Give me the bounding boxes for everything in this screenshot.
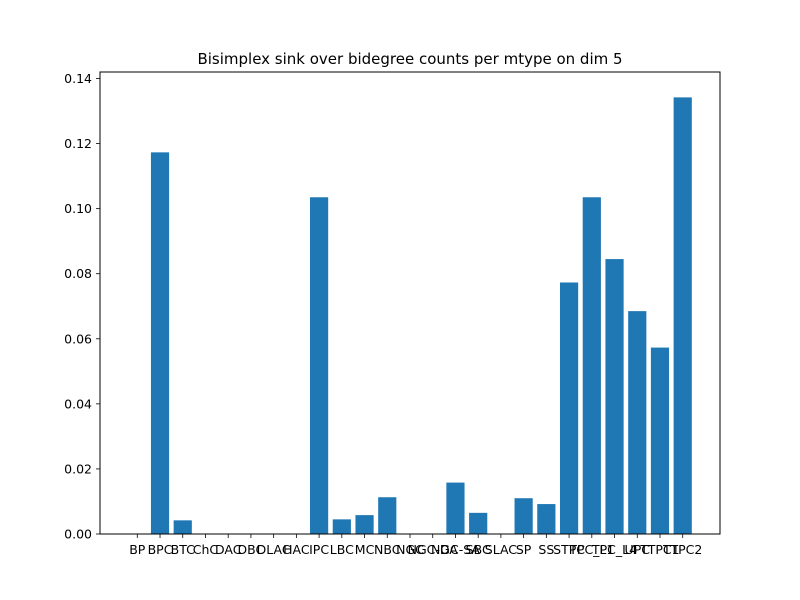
- y-tick-label: 0.00: [64, 527, 92, 542]
- y-tick-label: 0.08: [64, 266, 92, 281]
- x-tick-label-tpc_l1: TPC_L1: [568, 542, 614, 557]
- chart-title: Bisimplex sink over bidegree counts per …: [197, 50, 622, 68]
- bar-ttpc2: [673, 97, 692, 534]
- x-tick-label-mc: MC: [355, 542, 375, 557]
- x-tick-label-sp: SP: [516, 542, 532, 557]
- x-tick-label-ngc-sa: NGC-SA: [431, 542, 480, 557]
- bar-upc: [628, 311, 647, 534]
- bar-sbc: [469, 512, 488, 534]
- bar-tpc_l4: [605, 259, 624, 534]
- bar-ngc-sa: [446, 482, 465, 534]
- x-tick-label-hac: HAC: [283, 542, 310, 557]
- bar-tpc_l1: [582, 197, 601, 534]
- x-tick-label-ttpc2: TTPC2: [662, 542, 702, 557]
- x-tick-label-ttpc1: TTPC1: [639, 542, 679, 557]
- x-tick-label-bpc: BPC: [148, 542, 173, 557]
- bars-group: [150, 97, 692, 535]
- bar-sp: [514, 498, 533, 534]
- y-tick-label: 0.14: [64, 71, 92, 86]
- x-tick-label-lbc: LBC: [330, 542, 354, 557]
- bar-btc: [173, 520, 192, 534]
- x-tick-label-btc: BTC: [171, 542, 195, 557]
- x-tick-label-dlac: DLAC: [257, 542, 291, 557]
- x-tick-label-dac: DAC: [215, 542, 242, 557]
- x-tick-label-chc: ChC: [193, 542, 219, 557]
- x-tick-label-dbc: DBC: [238, 542, 265, 557]
- x-tick-label-bp: BP: [129, 542, 146, 557]
- y-tick-label: 0.12: [64, 136, 92, 151]
- bar-bpc: [150, 152, 170, 535]
- y-tick-label: 0.06: [64, 331, 92, 346]
- x-tick-label-ipc: IPC: [309, 542, 329, 557]
- plot-frame: [99, 71, 721, 535]
- y-tick-label: 0.02: [64, 461, 92, 476]
- bar-mc: [355, 515, 374, 534]
- x-tick-label-tpc_l4: TPC_L4: [591, 542, 637, 557]
- bar-nbc: [378, 497, 397, 534]
- x-tick-label-upc: UPC: [625, 542, 651, 557]
- bar-ipc: [310, 197, 329, 534]
- x-tick-label-stpc: STPC: [553, 542, 585, 557]
- bar-ttpc1: [650, 347, 670, 534]
- x-tick-label-ngc: NGC: [396, 542, 424, 557]
- x-tick-label-sbc: SBC: [466, 542, 491, 557]
- x-tick-label-slac: SLAC: [485, 542, 518, 557]
- x-tick-label-ngc-da: NGC-DA: [408, 542, 459, 557]
- y-axis: 0.00 0.02 0.04 0.06 0.08 0.10 0.12 0.14: [64, 71, 100, 542]
- x-tick-label-ss: SS: [538, 542, 554, 557]
- y-tick-label: 0.10: [64, 201, 92, 216]
- x-tick-label-nbc: NBC: [374, 542, 401, 557]
- bar-ss: [537, 504, 556, 534]
- y-tick-label: 0.04: [64, 396, 92, 411]
- bar-lbc: [332, 519, 351, 534]
- bar-stpc: [559, 282, 579, 534]
